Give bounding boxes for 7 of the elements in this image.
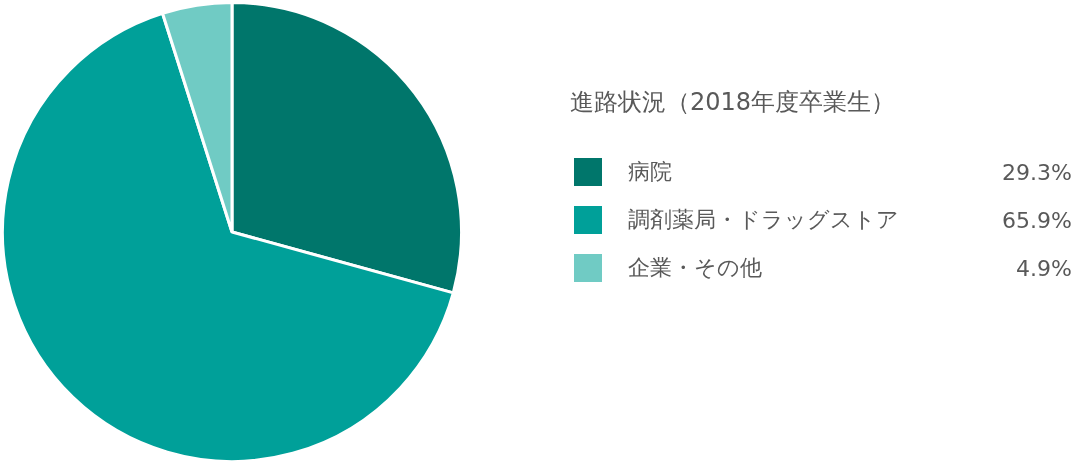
data-label: 4.9% bbox=[1016, 255, 1072, 281]
data-label: 65.9% bbox=[1002, 207, 1072, 233]
legend-title: 進路状況（2018年度卒業生） bbox=[570, 87, 897, 118]
legend-label: 調剤薬局・ドラッグストア bbox=[628, 206, 900, 234]
legend-label: 企業・その他 bbox=[628, 254, 763, 282]
legend-label: 病院 bbox=[628, 158, 673, 186]
data-label: 29.3% bbox=[1002, 159, 1072, 185]
